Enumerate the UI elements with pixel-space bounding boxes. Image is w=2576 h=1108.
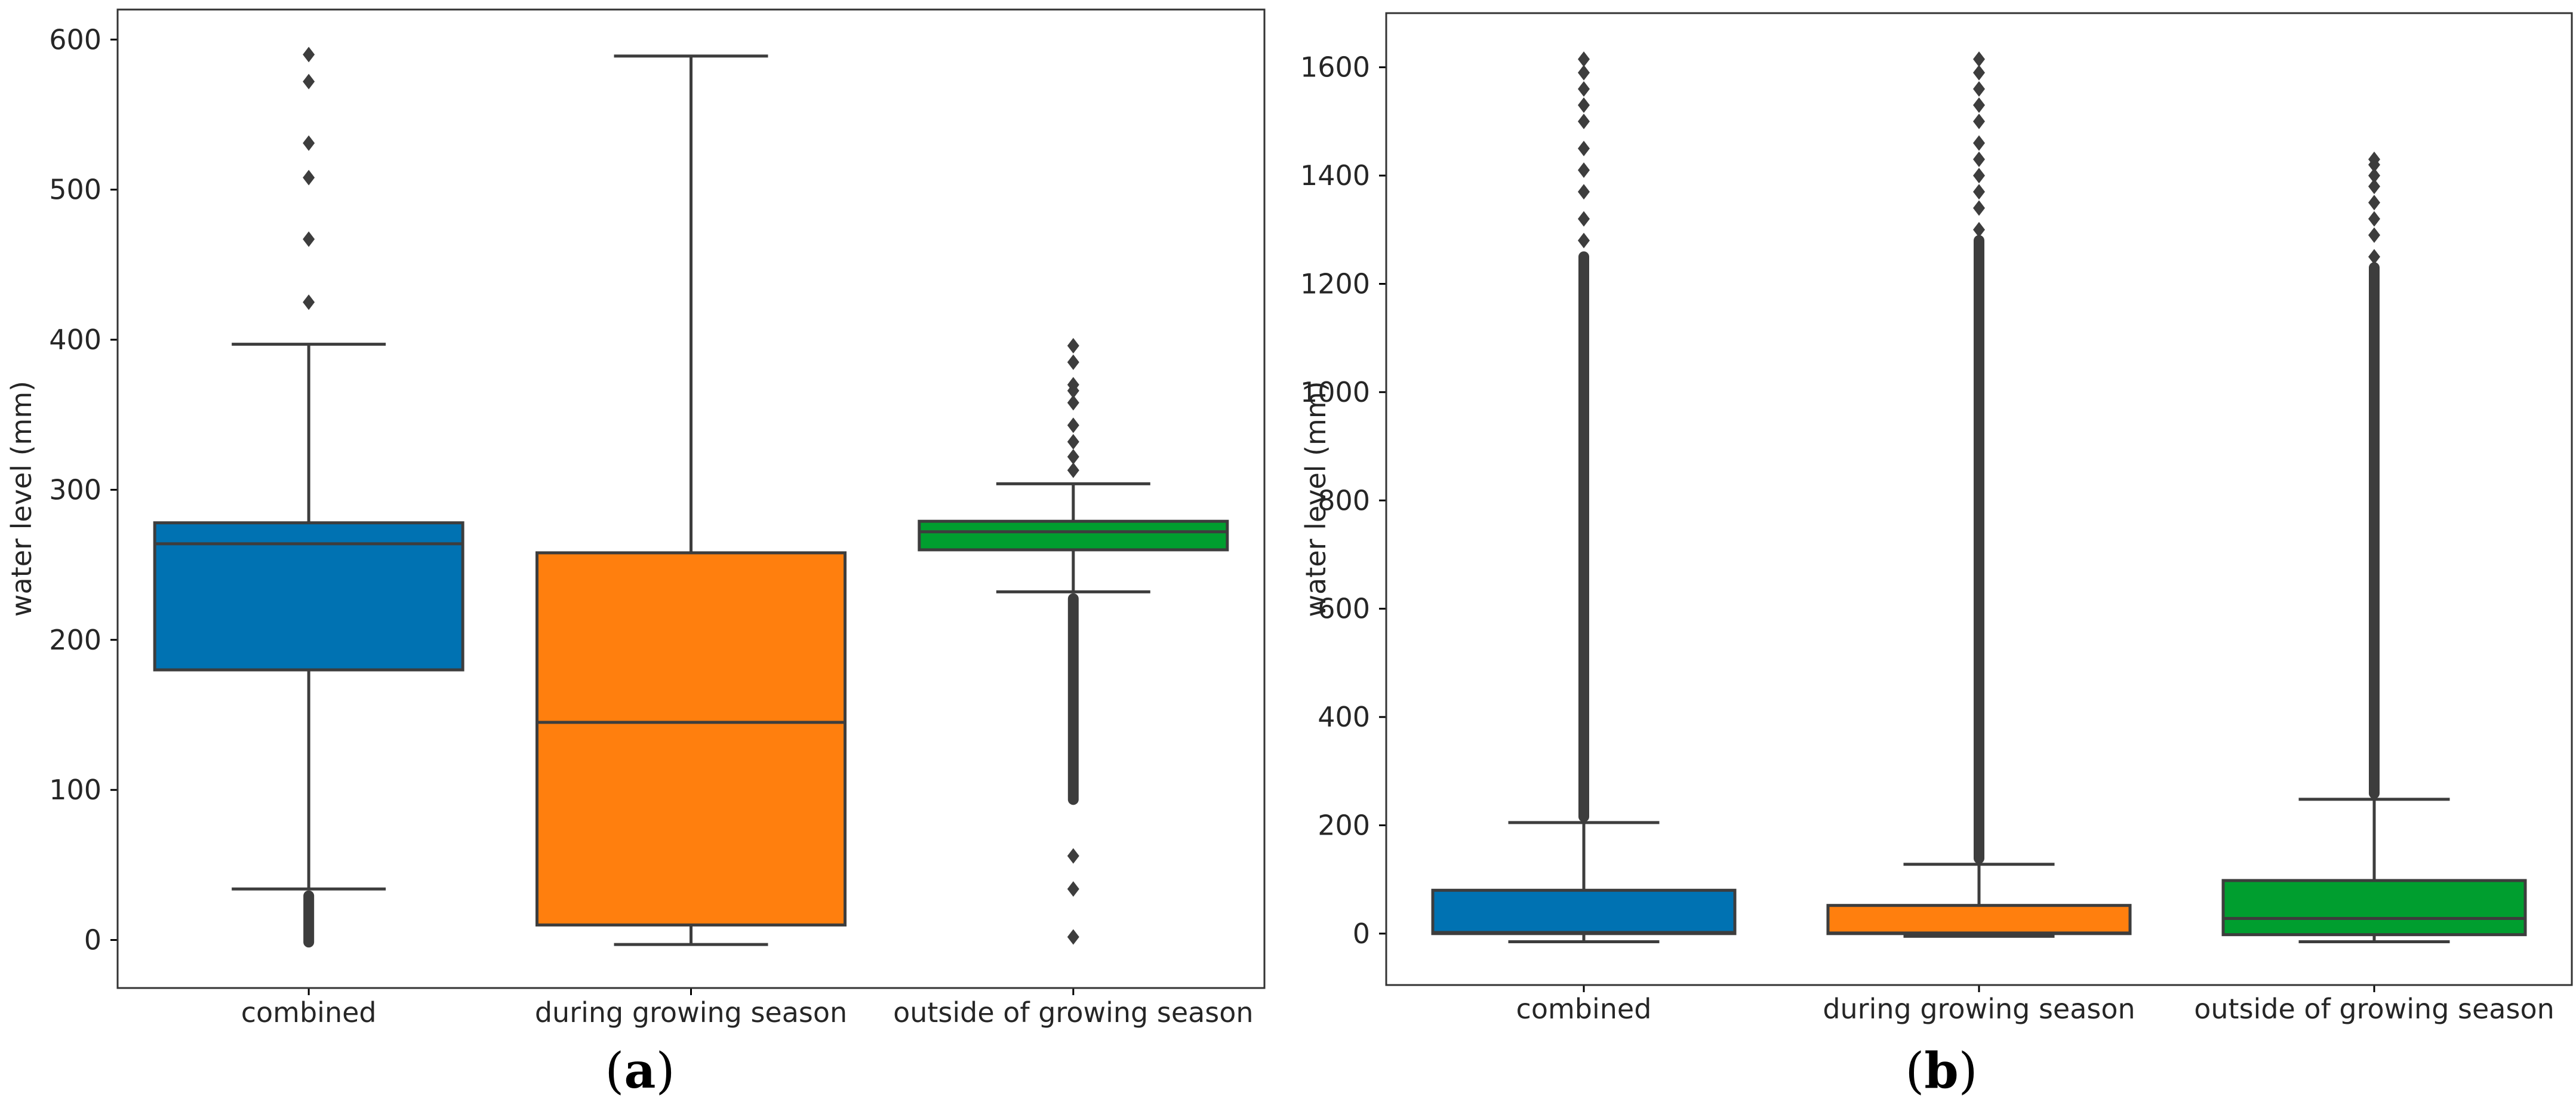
outlier-point [1973,221,1985,238]
x-tick-label: combined [1516,993,1652,1025]
outlier-point [2368,211,2380,227]
y-tick-label: 600 [1318,593,1370,625]
outlier-point [1067,433,1079,450]
outlier-band [1067,593,1079,805]
y-axis-title: water level (mm) [1300,381,1332,617]
x-tick-label: outside of growing season [893,996,1254,1029]
outlier-point [1067,417,1079,433]
outlier-point [1067,377,1079,393]
outlier-point [1578,140,1590,156]
outlier-point [1067,449,1079,465]
outlier-point [2368,151,2380,167]
y-tick-label: 1600 [1300,51,1370,84]
y-tick-label: 200 [1318,809,1370,841]
outlier-point [1578,232,1590,248]
y-tick-label: 0 [1353,918,1370,950]
outlier-point [1067,354,1079,370]
outlier-point [2368,178,2380,195]
y-tick-label: 1200 [1300,267,1370,300]
outlier-point [2368,227,2380,243]
outlier-point [2368,168,2380,184]
panel-label: (a) [605,1042,675,1100]
outlier-point [1578,81,1590,97]
outlier-band [2369,262,2380,799]
box-combined [1431,51,1737,943]
outlier-point [1578,162,1590,178]
y-tick-label: 200 [49,624,101,656]
box-iqr [153,521,464,672]
outlier-point [1973,151,1985,167]
outlier-point [1067,881,1079,897]
outlier-point [1067,395,1079,411]
outlier-point [2368,249,2380,265]
y-tick-label: 1400 [1300,159,1370,192]
outlier-point [1578,64,1590,81]
outlier-band [303,890,315,948]
x-tick-label: during growing season [1823,993,2135,1025]
outlier-point [1578,113,1590,130]
outlier-point [1578,211,1590,227]
outlier-point [1973,200,1985,216]
box-during-growing-season [1826,51,2132,938]
box-outside-of-growing-season [2221,151,2527,943]
outlier-point [303,73,315,90]
outlier-point [1973,51,1985,67]
plot-frame [1385,12,2573,986]
y-tick-label: 400 [49,324,101,356]
outlier-point [1067,338,1079,354]
outlier-point [1973,135,1985,151]
x-tick-label: during growing season [535,996,847,1029]
outlier-point [1973,81,1985,97]
outlier-band [1974,235,1984,864]
y-tick-label: 1000 [1300,376,1370,408]
box-iqr [918,519,1229,552]
plot-frame [116,8,1266,989]
outlier-point [303,170,315,186]
outlier-point [1973,64,1985,81]
x-tick-label: outside of growing season [2194,993,2555,1025]
y-tick-label: 0 [84,924,101,956]
box-outside-of-growing-season [918,338,1229,945]
outlier-point [303,47,315,63]
box-iqr [1431,888,1737,935]
y-tick-label: 300 [49,473,101,506]
outlier-point [2368,195,2380,211]
outlier-point [1067,929,1079,945]
outlier-point [1578,97,1590,113]
y-tick-label: 400 [1318,701,1370,733]
chart-panel-b: combined during growing season outside of … [1300,12,2573,1100]
y-tick-label: 600 [49,23,101,56]
box-iqr [2221,879,2527,937]
outlier-point [1973,168,1985,184]
outlier-point [1973,113,1985,130]
outlier-point [1578,51,1590,67]
y-axis-title: water level (mm) [5,381,38,617]
outlier-point [1973,97,1985,113]
chart-panel-a: combined during growing season outside of … [5,8,1266,1100]
outlier-point [1067,462,1079,478]
outlier-band [1578,251,1589,823]
box-iqr [535,551,847,927]
outlier-point [303,135,315,151]
x-tick-label: combined [241,996,377,1029]
y-tick-label: 500 [49,174,101,206]
box-iqr [1826,904,2132,935]
panel-label: (b) [1905,1042,1977,1100]
outlier-point [1578,184,1590,200]
outlier-point [303,231,315,247]
outlier-point [1067,848,1079,864]
box-combined [153,47,464,948]
y-tick-label: 100 [49,774,101,806]
outlier-point [1973,184,1985,200]
box-during-growing-season [535,54,847,946]
y-tick-label: 800 [1318,484,1370,516]
outlier-point [303,294,315,310]
